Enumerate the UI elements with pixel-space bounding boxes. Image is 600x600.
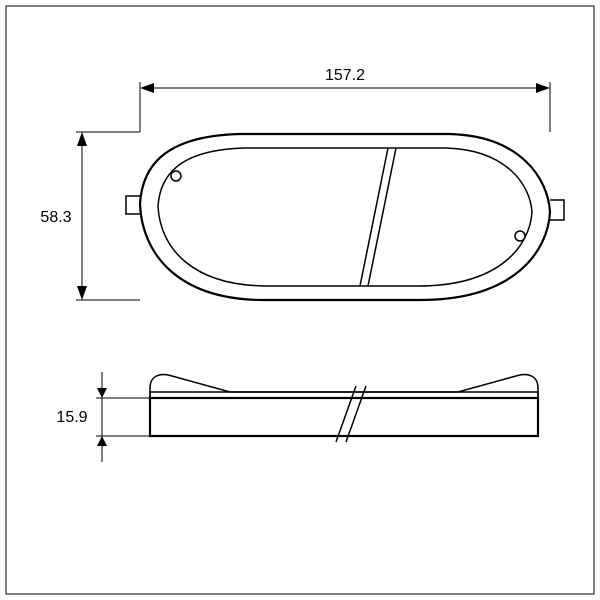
dimension-height-value: 58.3 bbox=[40, 209, 71, 226]
dimension-thickness: 15.9 bbox=[56, 372, 150, 462]
pad-clip bbox=[150, 375, 538, 393]
front-view bbox=[120, 120, 570, 320]
dimension-width: 157.2 bbox=[140, 67, 550, 132]
dimension-width-value: 157.2 bbox=[325, 67, 365, 84]
dimension-thickness-value: 15.9 bbox=[56, 409, 87, 426]
pad-backplate-outline bbox=[140, 134, 550, 300]
side-view bbox=[150, 375, 538, 443]
technical-drawing: Centric 157.2 58.3 bbox=[0, 0, 600, 600]
dimension-height: 58.3 bbox=[40, 132, 140, 300]
